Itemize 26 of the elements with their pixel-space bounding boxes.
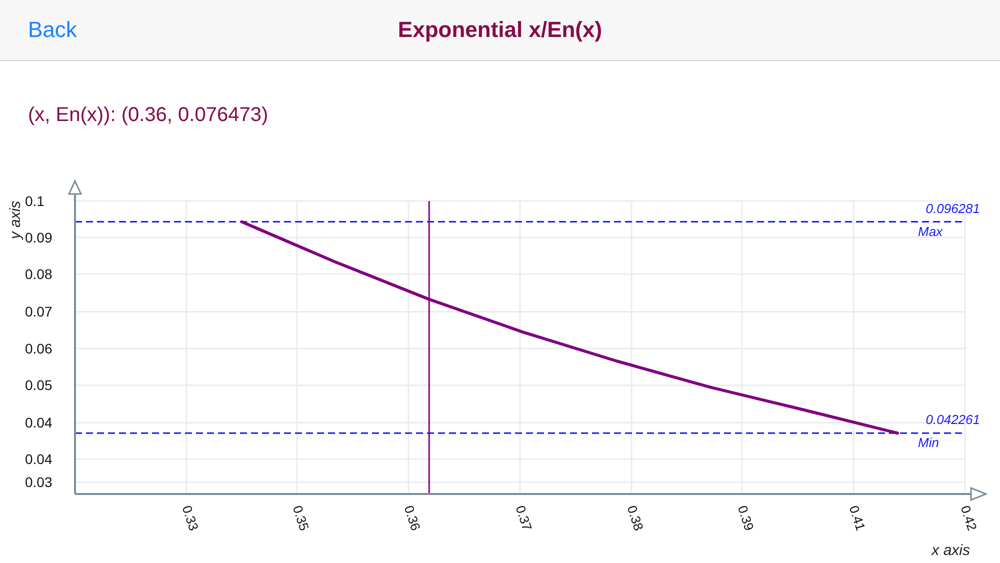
y-tick-label: 0.03: [25, 474, 52, 490]
annotation: 0.042261: [926, 412, 980, 428]
y-tick-label: 0.06: [25, 340, 52, 356]
y-axis-title: y axis: [7, 200, 24, 240]
y-tick-label: 0.1: [25, 192, 45, 209]
y-tick-label: 0.08: [25, 266, 52, 282]
x-tick-label: 0.37: [512, 504, 535, 532]
x-tick-label: 0.36: [401, 504, 424, 532]
chart-title: Exponential x/En(x): [398, 17, 602, 42]
y-tick-label: 0.09: [25, 229, 52, 246]
x-tick-label: 0.42: [958, 504, 980, 532]
ref-line-label: Max: [918, 224, 944, 239]
x-tick-label: 0.39: [734, 504, 757, 532]
y-tick-label: 0.04: [25, 414, 52, 431]
x-tick-label: 0.33: [179, 504, 202, 532]
x-axis-title: x axis: [930, 542, 970, 559]
y-tick-label: 0.04: [25, 451, 52, 468]
y-tick-label: 0.05: [25, 377, 52, 394]
x-tick-label: 0.38: [624, 504, 646, 532]
ref-line-label: Min: [918, 435, 939, 450]
text: Back: [28, 16, 77, 44]
y-tick-label: 0.07: [25, 304, 52, 320]
annotation: 0.096281: [926, 200, 980, 216]
x-tick-label: 0.35: [290, 504, 312, 532]
x-tick-label: 0.41: [846, 504, 868, 532]
chart-subtitle: (x, En(x)): (0.36, 0.076473): [28, 103, 268, 128]
